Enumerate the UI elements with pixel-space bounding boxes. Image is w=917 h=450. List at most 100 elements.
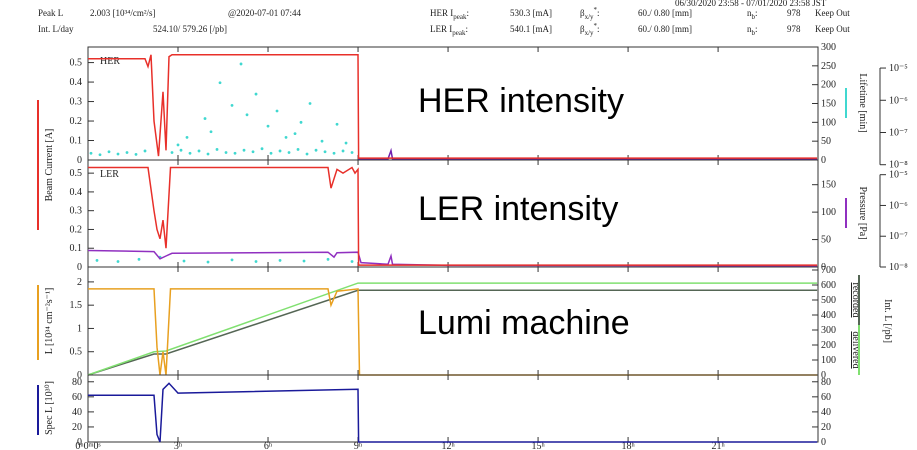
y2-tick-label: 250: [821, 61, 836, 72]
y2-tick-label: 200: [821, 340, 836, 351]
data-dot: [215, 148, 219, 151]
header-text: Keep Out: [815, 8, 850, 18]
y-axis-label: Beam Current [A]: [44, 129, 55, 202]
header-field: βx/y*:: [580, 6, 600, 21]
overlay-annotation: HER intensity: [418, 82, 624, 120]
y-tick-label: 60: [72, 392, 82, 403]
header-text: Peak L: [38, 8, 63, 18]
data-dot: [302, 259, 306, 263]
y-axis-label: L [10³⁴ cm⁻²s⁻¹]: [44, 288, 55, 355]
data-dot: [224, 151, 228, 154]
data-dot: [266, 124, 270, 128]
data-dot: [170, 151, 174, 154]
header-field: βx/y*:: [580, 22, 600, 37]
y2-tick-label: 80: [821, 377, 831, 388]
data-line: [87, 249, 818, 267]
data-dot: [293, 132, 297, 136]
y3-tick-label: 10⁻⁷: [889, 127, 908, 138]
data-dot: [239, 62, 243, 66]
y-tick-label: 0: [77, 155, 82, 166]
data-dot: [269, 151, 273, 155]
header-field: nb:: [747, 8, 758, 21]
header-text: 540.1 [mA]: [510, 24, 552, 34]
header-text: β: [580, 8, 585, 18]
data-dot: [233, 151, 237, 155]
x-tick-label: 12ʰ: [441, 441, 455, 450]
header-sup: *: [594, 22, 598, 30]
data-dot: [176, 143, 180, 147]
data-line: [88, 166, 818, 266]
y2-tick-label: 40: [821, 407, 831, 418]
data-dot: [245, 113, 249, 117]
header-text: HER I: [430, 8, 453, 18]
y3-tick-label: 10⁻⁷: [889, 231, 908, 242]
data-dot: [260, 147, 264, 151]
data-line: [88, 54, 818, 159]
header-field: 540.1 [mA]: [510, 24, 552, 34]
data-dot: [218, 81, 222, 85]
data-dot: [320, 139, 324, 143]
data-line: [87, 282, 818, 376]
y2-tick-label: 100: [821, 355, 836, 366]
y2-tick-label: 60: [821, 392, 831, 403]
y-axis-label: Spec L [10³⁰]: [44, 381, 55, 435]
header-after: :: [466, 8, 469, 18]
data-dot: [116, 260, 120, 263]
header-field: HER Ipeak:: [430, 8, 469, 21]
header-field: Peak L: [38, 8, 63, 18]
header-field: LER Ipeak:: [430, 24, 468, 37]
x-tick-label: 9ʰ: [354, 441, 363, 450]
y-tick-label: 0.1: [70, 243, 83, 254]
series-name: recorded: [850, 283, 861, 318]
y3-tick-label: 10⁻⁸: [889, 262, 908, 273]
header-sub: peak: [453, 13, 467, 21]
data-dot: [188, 151, 192, 155]
data-dot: [182, 259, 186, 263]
y2-axis-label: Int. L [/pb]: [882, 299, 893, 343]
series-name: delivered: [850, 331, 861, 368]
y-tick-label: 1.5: [70, 300, 83, 311]
data-dot: [284, 136, 288, 139]
header-text: n: [747, 8, 752, 18]
y-tick-label: 1: [77, 323, 82, 334]
header-text: n: [747, 24, 752, 34]
data-dot: [350, 260, 354, 263]
data-dot: [278, 149, 282, 153]
data-dot: [125, 151, 129, 154]
y-tick-label: 0.2: [70, 116, 83, 127]
header-field: @2020-07-01 07:44: [228, 8, 302, 18]
y2-tick-label: 500: [821, 295, 836, 306]
y-tick-label: 0.1: [70, 136, 83, 147]
header-after: :: [465, 24, 468, 34]
header-sub: b: [752, 13, 756, 21]
y3-tick-label: 10⁻⁸: [889, 160, 908, 171]
data-dot: [185, 136, 189, 139]
y-tick-label: 0.2: [70, 224, 83, 235]
data-dot: [278, 259, 282, 262]
header-sup: *: [594, 6, 598, 14]
data-line: [88, 382, 818, 443]
y-tick-label: 0: [77, 437, 82, 448]
header-field: 60./ 0.80 [mm]: [638, 8, 692, 18]
y2-tick-label: 300: [821, 325, 836, 336]
data-dot: [179, 148, 183, 152]
overlay-annotation: LER intensity: [418, 190, 618, 228]
y-tick-label: 0.5: [70, 347, 83, 358]
overlay-annotation: Lumi machine: [418, 304, 630, 342]
y2-tick-label: 0: [821, 262, 826, 273]
header-text: 60./ 0.80 [mm]: [638, 8, 692, 18]
data-dot: [287, 151, 291, 154]
header-after: :: [597, 24, 600, 34]
data-dot: [275, 109, 279, 113]
header-after: :: [597, 8, 600, 18]
data-dot: [134, 152, 138, 156]
y-tick-label: 80: [72, 377, 82, 388]
y2-tick-label: 100: [821, 117, 836, 128]
header-text: @2020-07-01 07:44: [228, 8, 302, 18]
data-dot: [143, 149, 147, 153]
header-sub: x/y: [585, 29, 594, 37]
header-sub: x/y: [585, 13, 594, 21]
header-sub: peak: [452, 29, 466, 37]
x-tick-label: 0ʰ0ᵐ0ˢ: [75, 441, 100, 450]
y3-tick-label: 10⁻⁵: [889, 63, 908, 74]
